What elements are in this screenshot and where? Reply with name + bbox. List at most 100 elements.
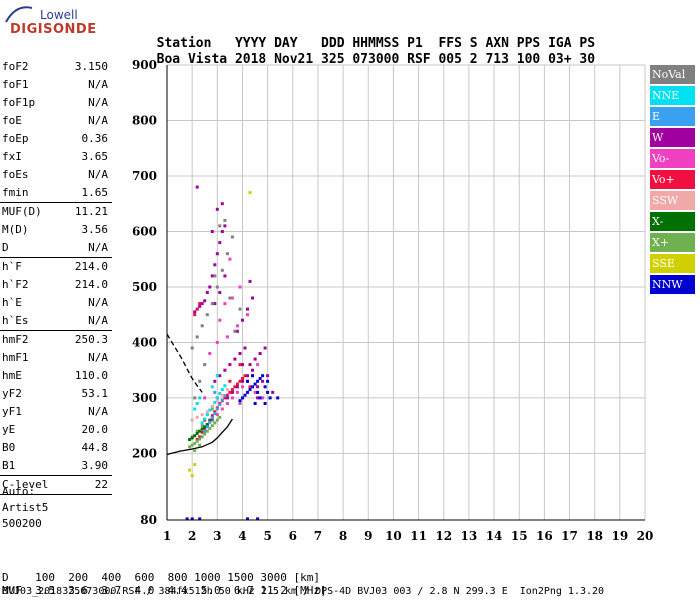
parameter-value: N/A (88, 241, 108, 254)
logo-lowell: Lowell (40, 8, 78, 22)
parameter-name: yF2 (2, 387, 22, 400)
data-point (218, 224, 222, 228)
parameter-name: C-level (2, 478, 49, 491)
legend-item: SSW (650, 191, 695, 210)
data-point (220, 230, 224, 233)
dist-d-value: 200 (68, 571, 89, 584)
data-point (223, 396, 227, 400)
x-tick-label: 17 (561, 529, 578, 543)
data-point (233, 385, 237, 389)
parameter-separator (0, 257, 112, 258)
data-point (203, 426, 207, 430)
data-point (213, 274, 217, 278)
data-point (235, 382, 239, 386)
data-point (215, 374, 219, 378)
data-point (195, 429, 199, 433)
data-point (188, 438, 192, 441)
y-tick-label: 800 (132, 113, 157, 127)
data-point (263, 346, 267, 350)
parameter-name: MUF(D) (2, 205, 42, 218)
data-point (210, 407, 214, 411)
data-point (213, 421, 217, 425)
parameter-name: hmF2 (2, 333, 29, 346)
data-point (223, 368, 227, 372)
data-point (225, 402, 229, 405)
data-point (200, 424, 204, 428)
data-point (208, 420, 212, 424)
data-point (256, 379, 260, 383)
data-point (193, 449, 197, 453)
data-point (248, 279, 252, 283)
data-point (241, 396, 244, 400)
data-point (210, 416, 214, 420)
data-point (195, 438, 199, 441)
header-value: Nov21 (274, 52, 314, 67)
legend-item: X+ (650, 233, 695, 252)
parameter-row: h`Es N/A (0, 312, 112, 330)
data-point (220, 268, 224, 272)
header-label: IGA (548, 36, 572, 51)
header-label: PS (579, 36, 596, 51)
parameter-name: fxI (2, 150, 22, 163)
data-point (193, 407, 197, 411)
parameter-name: M(D) (2, 223, 29, 236)
dist-d-value: 1500 (227, 571, 254, 584)
legend-item: NoVal (650, 65, 695, 84)
data-point (251, 368, 254, 372)
parameter-value: N/A (88, 351, 108, 364)
chart-grid (166, 64, 646, 521)
data-point (213, 410, 217, 414)
data-point (253, 390, 257, 394)
data-point (215, 407, 219, 411)
x-tick-label: 3 (213, 529, 221, 543)
data-point (200, 430, 204, 434)
parameter-row: yE 20.0 (0, 421, 112, 439)
legend-item: Vo- (650, 149, 695, 168)
data-point (223, 224, 227, 228)
data-point (210, 385, 214, 389)
x-tick-label: 20 (637, 529, 654, 543)
data-point (210, 274, 214, 278)
x-tick-label: 9 (364, 529, 372, 543)
data-point (246, 374, 249, 378)
data-point (190, 436, 194, 440)
data-point (256, 517, 260, 521)
data-point (225, 393, 229, 397)
data-point (200, 421, 204, 425)
data-point (218, 318, 222, 322)
data-point (230, 396, 234, 400)
x-tick-label: 6 (289, 529, 297, 543)
parameter-name: h`F (2, 260, 22, 273)
parameter-value: N/A (88, 114, 108, 127)
data-point (190, 517, 194, 521)
data-point (193, 463, 197, 466)
data-point (233, 329, 237, 333)
y-tick-label: 200 (132, 446, 157, 460)
data-point (198, 396, 202, 400)
data-point (205, 425, 209, 429)
data-point (230, 388, 234, 392)
parameter-name: B0 (2, 441, 16, 454)
data-point (220, 407, 224, 411)
data-point (261, 374, 265, 378)
header-label: S (469, 36, 478, 51)
data-point (203, 425, 207, 429)
data-point (205, 423, 209, 427)
parameter-row: hmF2 250.3 (0, 331, 112, 349)
dist-muf-value: 3.5 (35, 584, 55, 597)
parameter-value: N/A (88, 314, 108, 327)
data-point (220, 388, 224, 392)
data-point (203, 432, 207, 436)
parameter-value: 214.0 (74, 278, 108, 291)
parameter-name: hmF1 (2, 351, 29, 364)
dist-d-label: D (2, 571, 9, 584)
data-point (215, 413, 219, 417)
data-point (271, 390, 275, 394)
data-point (195, 335, 199, 339)
x-tick-label: 12 (435, 529, 452, 543)
data-point (235, 385, 239, 389)
x-tick-label: 10 (385, 529, 402, 543)
parameter-name: hmE (2, 369, 22, 382)
data-point (225, 335, 229, 339)
